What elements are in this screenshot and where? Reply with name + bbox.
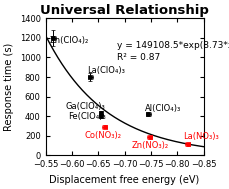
Text: Fe(ClO₄)₃: Fe(ClO₄)₃ [68,112,105,121]
Text: y = 149108.5*exp(8.73*x): y = 149108.5*exp(8.73*x) [117,41,229,50]
Text: Zn(ClO₄)₂: Zn(ClO₄)₂ [50,36,89,45]
Text: La(ClO₄)₃: La(ClO₄)₃ [86,66,124,75]
X-axis label: Displacement free energy (eV): Displacement free energy (eV) [49,175,199,185]
Text: R² = 0.87: R² = 0.87 [117,53,160,62]
Text: La(NO₃)₃: La(NO₃)₃ [183,132,218,141]
Text: Co(NO₃)₂: Co(NO₃)₂ [84,131,121,140]
Title: Universal Relationship: Universal Relationship [40,4,208,17]
Text: Ga(ClO₄)₃: Ga(ClO₄)₃ [65,101,105,111]
Y-axis label: Response time (s): Response time (s) [4,43,14,131]
Text: Zn(NO₃)₂: Zn(NO₃)₂ [131,141,168,150]
Text: Al(ClO₄)₃: Al(ClO₄)₃ [144,104,180,112]
